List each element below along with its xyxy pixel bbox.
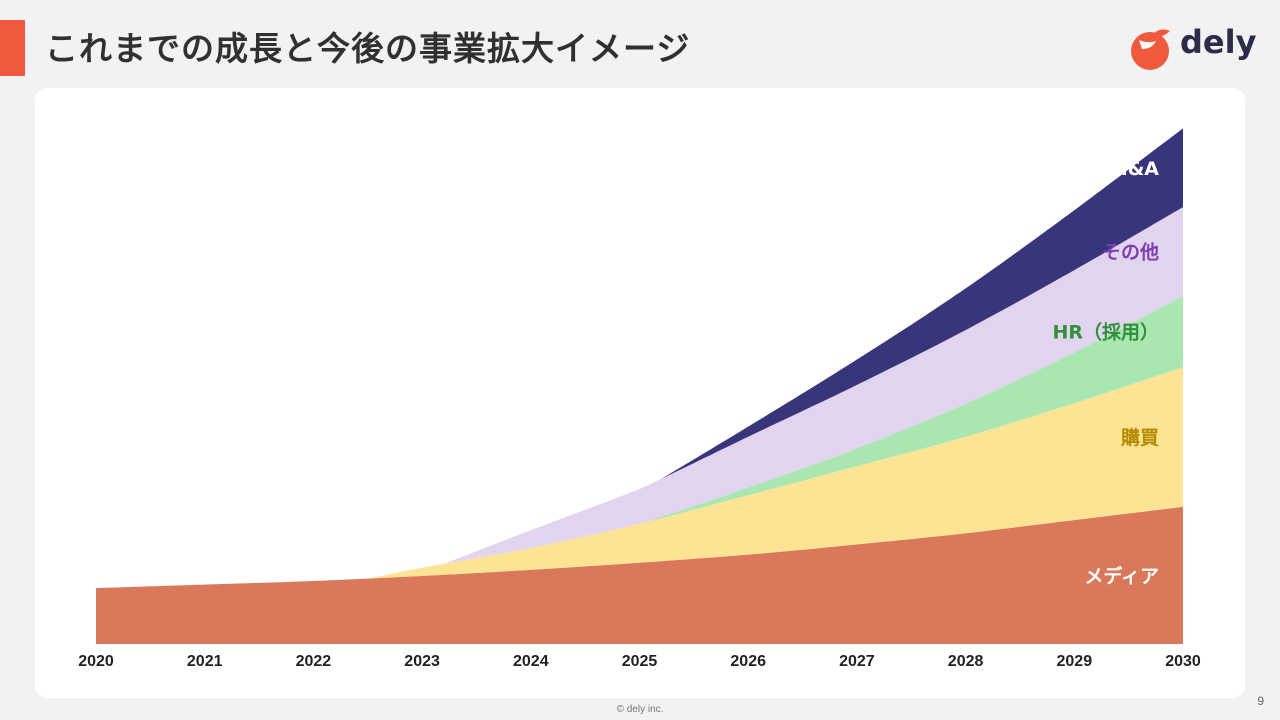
x-tick-label: 2024 <box>513 653 549 670</box>
series-label-0: メディア <box>1084 564 1159 587</box>
dely-logo-icon <box>1131 29 1170 70</box>
logo-text: dely <box>1180 23 1257 61</box>
area-layer <box>96 128 1183 644</box>
dely-logo: dely <box>1130 23 1256 73</box>
series-label-3: その他 <box>1102 241 1159 264</box>
area-series-3 <box>96 207 1183 589</box>
x-tick-label: 2025 <box>622 653 658 670</box>
x-tick-label: 2022 <box>296 653 332 670</box>
page-title: これまでの成長と今後の事業拡大イメージ <box>45 29 691 68</box>
area-series-0 <box>96 506 1183 644</box>
x-tick-label: 2020 <box>78 653 114 670</box>
chart-card: メディア 購買 HR（採用） その他 M&A 2020 2021 2022 2023 2024 2… <box>35 88 1245 698</box>
x-axis-ticks: 2020 2021 2022 2023 2024 2025 2026 2027 2028 2029… <box>78 653 1201 670</box>
x-tick-label: 2028 <box>948 653 984 670</box>
x-tick-label: 2021 <box>187 653 223 670</box>
title-accent-bar <box>0 20 25 76</box>
area-series-1 <box>96 367 1183 589</box>
page-number: 9 <box>1257 694 1264 708</box>
x-tick-label: 2027 <box>839 653 875 670</box>
x-tick-label: 2030 <box>1165 653 1201 670</box>
copyright: © dely inc. <box>616 704 664 715</box>
series-label-2: HR（採用） <box>1052 321 1159 344</box>
x-tick-label: 2029 <box>1057 653 1093 670</box>
series-label-layer: メディア 購買 HR（採用） その他 M&A <box>1052 158 1159 588</box>
x-tick-label: 2026 <box>730 653 766 670</box>
series-label-4: M&A <box>1109 158 1159 180</box>
x-tick-label: 2023 <box>404 653 440 670</box>
series-label-1: 購買 <box>1121 426 1159 449</box>
